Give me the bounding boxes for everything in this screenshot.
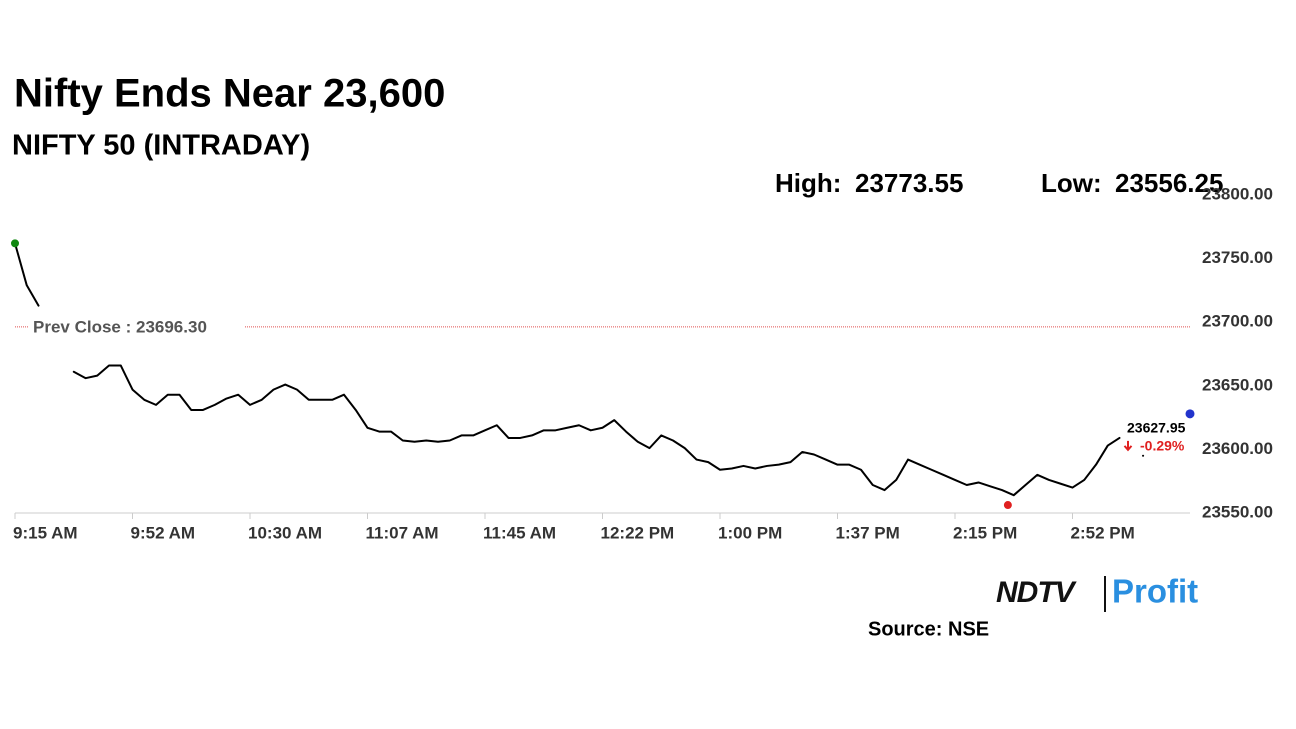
x-tick-label: 11:07 AM [366, 523, 439, 542]
source: Source: NSE [868, 618, 989, 640]
x-tick-label: 9:15 AM [13, 523, 78, 542]
high-label: High: [775, 168, 841, 198]
x-tick-label: 2:15 PM [953, 523, 1017, 542]
logo-profit: Profit [1112, 573, 1198, 610]
change-label: -0.29% [1140, 438, 1185, 454]
x-tick-label: 1:37 PM [836, 523, 900, 542]
y-tick-label: 23800.00 [1202, 184, 1273, 203]
last-value-label: 23627.95 [1127, 420, 1186, 436]
low-marker [1003, 501, 1012, 510]
series-line [14, 242, 40, 307]
x-tick-label: 12:22 PM [601, 523, 675, 542]
x-tick-label: 9:52 AM [131, 523, 196, 542]
down-arrow [1123, 440, 1133, 452]
y-tick-label: 23550.00 [1202, 502, 1273, 521]
prev-close-label: Prev Close : 23696.30 [33, 317, 207, 336]
y-tick-label: 23650.00 [1202, 375, 1273, 394]
x-tick-label: 10:30 AM [248, 523, 322, 542]
low-value: 23556.25 [1115, 168, 1223, 198]
open-marker [11, 239, 19, 248]
x-tick-label: 1:00 PM [718, 523, 782, 542]
high-value: 23773.55 [855, 168, 963, 198]
last-marker [1185, 409, 1195, 419]
y-tick-label: 23750.00 [1202, 248, 1273, 267]
x-tick-label: 11:45 AM [483, 523, 556, 542]
chart-subtitle: NIFTY 50 (INTRADAY) [12, 130, 310, 162]
chart-title: Nifty Ends Near 23,600 [14, 72, 445, 116]
low-label: Low: [1041, 168, 1102, 198]
y-tick-label: 23700.00 [1202, 312, 1273, 331]
prev-close-bg [28, 315, 244, 338]
logo-ndtv: NDTV [996, 576, 1078, 609]
x-tick-label: 2:52 PM [1071, 523, 1135, 542]
series-line [72, 364, 1121, 497]
y-tick-label: 23600.00 [1202, 439, 1273, 458]
